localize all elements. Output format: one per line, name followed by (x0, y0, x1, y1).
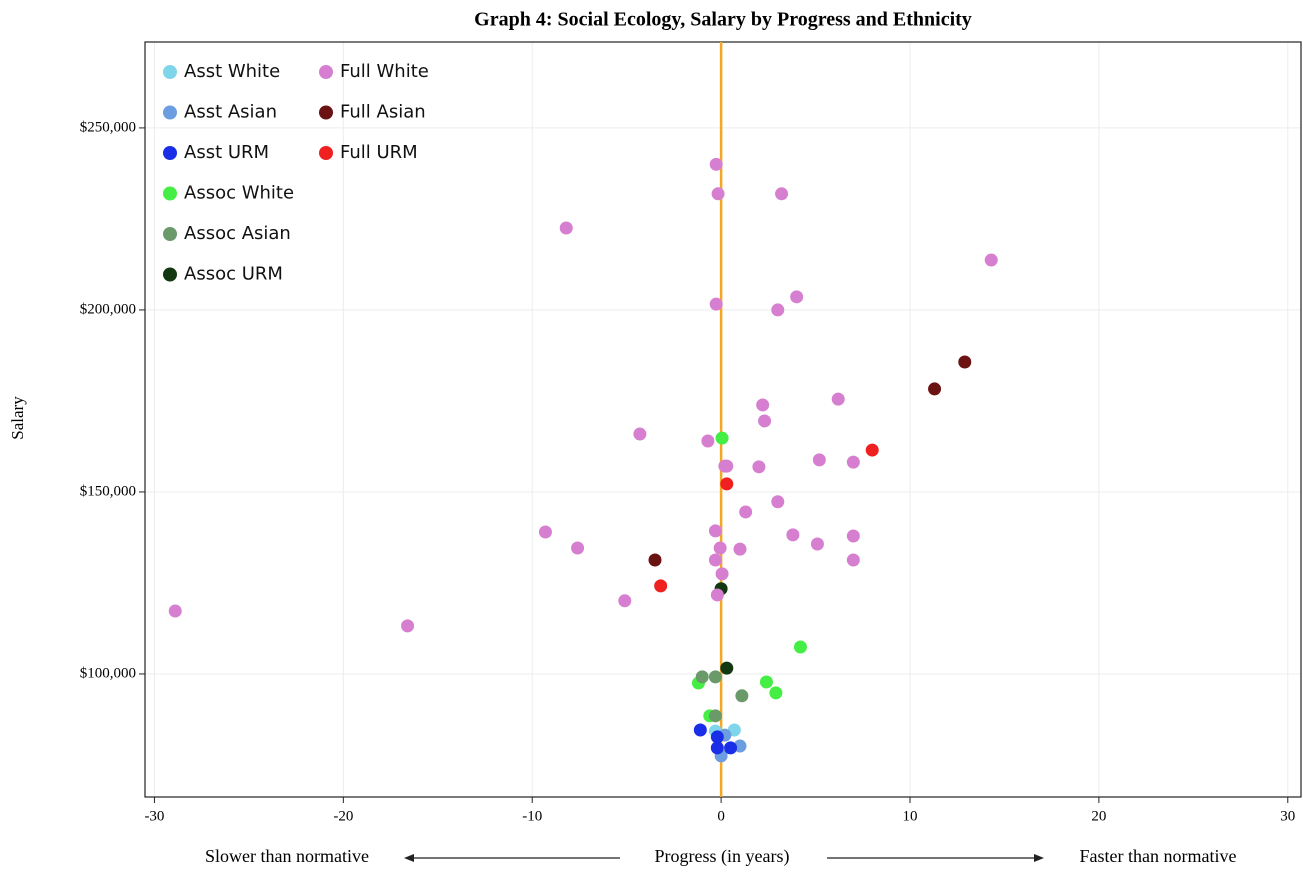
point (735, 689, 749, 703)
y-tick-label: $200,000 (80, 301, 136, 317)
point (752, 460, 766, 474)
arrow-head (1034, 854, 1044, 862)
point (720, 477, 734, 491)
legend-label: Assoc White (184, 183, 294, 204)
point (715, 567, 729, 581)
point (739, 505, 753, 519)
point (654, 579, 668, 593)
y-tick-label: $100,000 (80, 665, 136, 681)
point (538, 525, 552, 539)
y-tick-label: $150,000 (80, 483, 136, 499)
legend-label: Assoc Asian (184, 223, 291, 244)
point (758, 414, 772, 428)
x-tick-label: -30 (144, 808, 164, 824)
annotation: Faster than normative (1080, 846, 1237, 866)
point (831, 392, 845, 406)
chart-title: Graph 4: Social Ecology, Salary by Progr… (474, 9, 972, 31)
point (786, 528, 800, 542)
point (618, 594, 632, 608)
point (713, 541, 727, 555)
point (810, 537, 824, 551)
point (701, 434, 715, 448)
point (648, 553, 662, 567)
point (771, 495, 785, 509)
point (709, 297, 723, 311)
point (790, 290, 804, 304)
legend-label: Full URM (340, 142, 418, 163)
point (793, 640, 807, 654)
x-tick-label: -10 (522, 808, 542, 824)
point (733, 542, 747, 556)
point (846, 529, 860, 543)
point (695, 670, 709, 684)
x-tick-label: 30 (1280, 808, 1295, 824)
point (715, 431, 729, 445)
legend-swatch (163, 186, 177, 201)
point (958, 355, 972, 369)
legend-swatch (163, 227, 177, 241)
point (401, 619, 415, 633)
x-axis-label: Progress (in years) (655, 846, 790, 867)
point (769, 686, 783, 700)
point (633, 427, 647, 441)
x-tick-label: 0 (717, 808, 725, 824)
point (720, 661, 734, 675)
legend-swatch (163, 267, 177, 282)
y-axis-label: Salary (8, 396, 27, 440)
legend-label: Asst URM (184, 142, 269, 163)
point (559, 221, 573, 235)
point (846, 455, 860, 469)
legend-label: Assoc URM (184, 264, 283, 285)
legend-swatch (163, 105, 177, 120)
point (708, 709, 722, 723)
point (168, 604, 182, 618)
x-tick-label: -20 (333, 808, 353, 824)
point (571, 541, 585, 555)
legend-swatch (163, 146, 177, 160)
legend: Asst White Asst Asian Asst URM Assoc White A… (163, 61, 429, 285)
point (708, 553, 722, 567)
point (812, 453, 826, 467)
legend-swatch (319, 105, 333, 120)
legend-swatch (163, 65, 177, 79)
legend-label: Full Asian (340, 102, 426, 123)
x-tick-label: 10 (903, 808, 918, 824)
point (759, 675, 773, 689)
point (708, 524, 722, 538)
legend-label: Full White (340, 61, 429, 82)
legend-swatch (319, 65, 333, 79)
point (928, 382, 942, 396)
point (710, 730, 724, 744)
point (711, 187, 725, 201)
annotation: Slower than normative (205, 846, 369, 866)
y-tick-label: $250,000 (80, 119, 136, 135)
point (710, 588, 724, 602)
point (693, 723, 707, 737)
point (865, 443, 879, 457)
plot-frame (144, 41, 1302, 798)
point (984, 253, 998, 267)
point (720, 459, 734, 473)
arrows (404, 854, 1044, 862)
point (756, 398, 770, 412)
arrow-head (404, 854, 414, 862)
legend-label: Asst Asian (184, 102, 277, 123)
legend-swatch (319, 146, 333, 160)
x-tick-label: 20 (1091, 808, 1106, 824)
legend-label: Asst White (184, 61, 280, 82)
point (771, 303, 785, 317)
point (775, 187, 789, 201)
point (710, 741, 724, 755)
point (846, 553, 860, 567)
point (708, 670, 722, 684)
point (724, 741, 738, 755)
point (709, 157, 723, 171)
